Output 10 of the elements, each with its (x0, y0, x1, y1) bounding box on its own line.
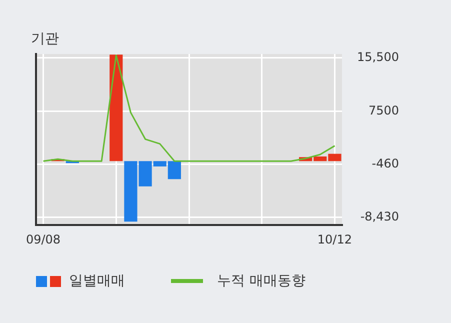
x-tick-label: 09/08 (26, 232, 61, 246)
bar (110, 54, 123, 162)
legend-label: 일별매매 (69, 272, 125, 290)
x-tick-label: 10/12 (317, 232, 352, 246)
y-tick-label: -460 (372, 156, 399, 170)
chart-title: 기관 (31, 30, 59, 48)
legend-label: 누적 매매동향 (217, 272, 306, 290)
y-tick-label: 15,500 (357, 50, 399, 64)
y-tick-label: -8,430 (360, 209, 399, 224)
y-tick-label: 7500 (368, 103, 399, 118)
